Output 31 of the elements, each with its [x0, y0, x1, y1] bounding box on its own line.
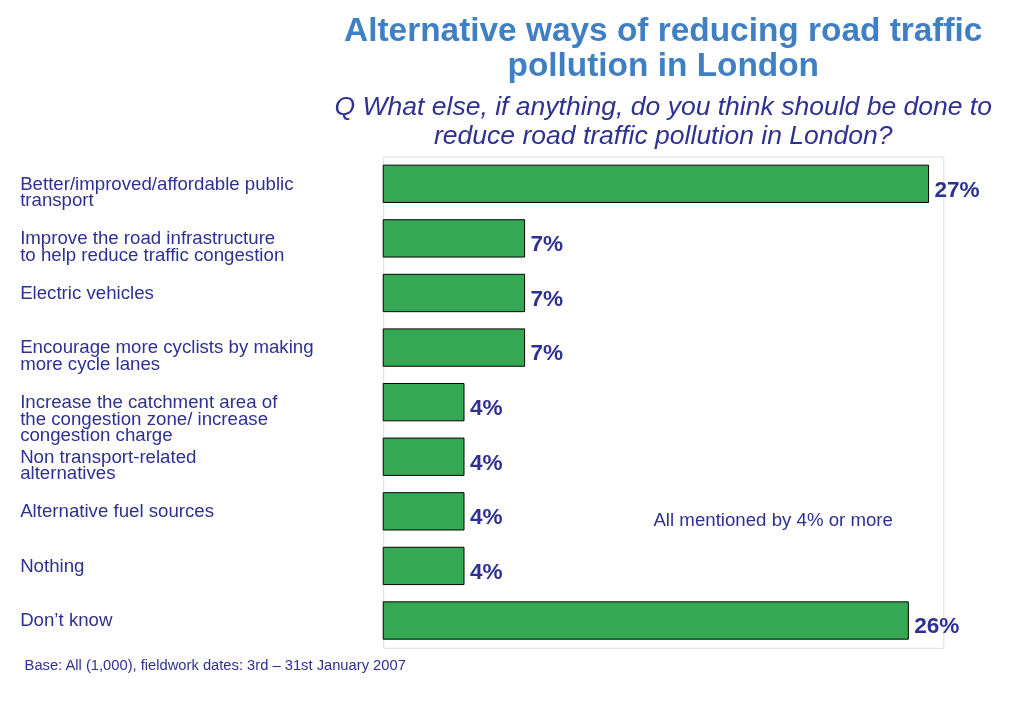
y-tick-label: Electric vehicles [20, 281, 154, 303]
y-tick-label: Non transport-related alternatives [20, 445, 197, 484]
bar [382, 273, 526, 313]
bar [382, 219, 526, 258]
y-tick-label: Increase the catchment area of the congestion zone/ increase congestion charge [20, 391, 279, 446]
bar [382, 164, 930, 203]
y-tick-label: Encourage more cyclists by making more cycle lanes [20, 336, 314, 375]
data-label: 27% [934, 176, 980, 202]
y-tick-label: Nothing [20, 554, 85, 576]
data-label: 4% [469, 558, 503, 584]
data-label: 7% [530, 340, 564, 366]
bar [382, 383, 465, 422]
y-tick-label: Alternative fuel sources [20, 500, 215, 522]
annotation: All mentioned by 4% or more [653, 508, 893, 530]
data-label: 4% [469, 394, 503, 420]
data-label: 7% [530, 231, 564, 257]
bar [382, 328, 526, 367]
data-label: 7% [530, 285, 564, 311]
bar [382, 492, 465, 531]
bar [382, 546, 465, 586]
chart-subtitle: Q What else, if anything, do you think should be done to reduce road traffic pollution in London? [334, 91, 992, 150]
y-tick-label: Improve the road infrastructure to help reduce traffic congestion [20, 227, 285, 265]
data-label: 4% [469, 449, 503, 475]
chart-title: Alternative ways of reducing road traffic pollution in London [344, 10, 983, 83]
y-tick-label: Don’t know [20, 609, 113, 631]
data-label: 26% [914, 613, 960, 639]
bar [382, 601, 909, 640]
data-label: 4% [469, 504, 503, 530]
bar [382, 437, 465, 476]
y-tick-label: Better/improved/affordable public transport [20, 172, 294, 211]
text: Base: All (1,000), fieldwork dates: 3rd – 31st January 2007 [24, 657, 406, 674]
